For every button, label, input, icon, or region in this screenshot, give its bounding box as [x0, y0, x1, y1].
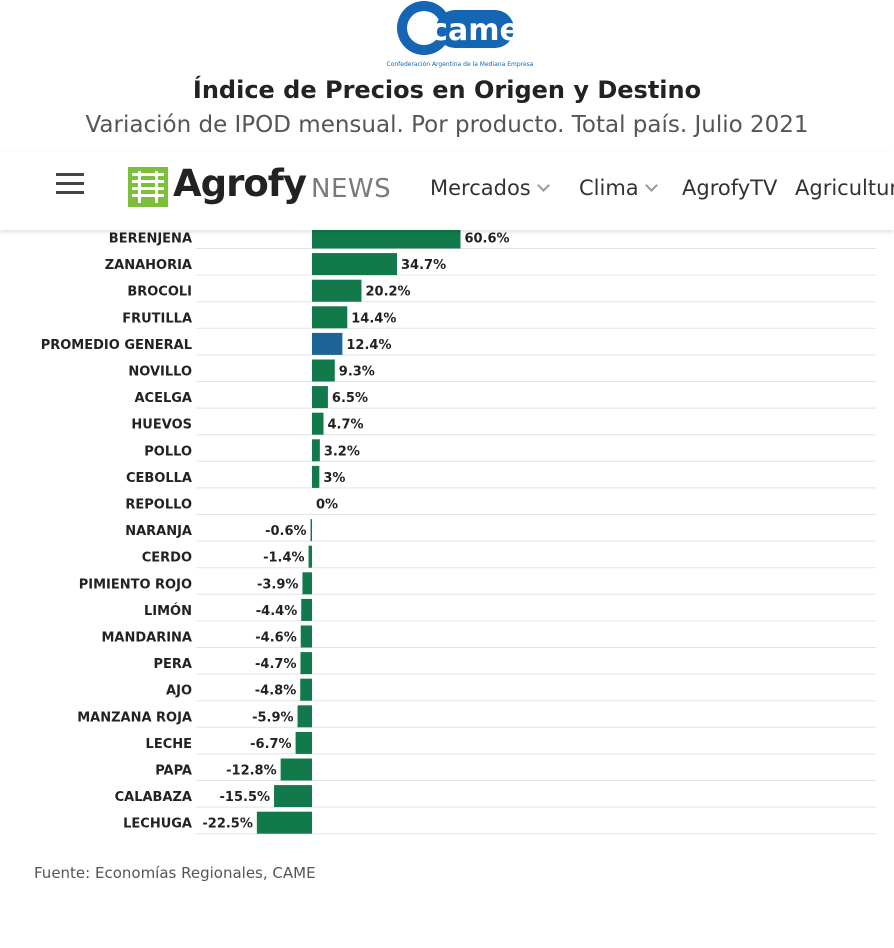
value-label: 20.2%: [365, 285, 410, 300]
brand-name[interactable]: Agrofy: [173, 162, 307, 205]
category-label: MANDARINA: [101, 631, 192, 646]
bar-pera: [300, 652, 312, 675]
ipod-bar-chart: BERENJENA 60.6% ZANAHORIA 34.7% BROCOLI 20.2%…: [41, 226, 876, 835]
value-label: 34.7%: [401, 258, 446, 273]
value-label: -5.9%: [252, 710, 293, 725]
page-title: Índice de Precios en Origen y Destino: [192, 76, 702, 104]
bar-limón: [301, 598, 312, 621]
bar-ajo: [300, 678, 312, 701]
category-label: CEBOLLA: [126, 471, 192, 486]
bar-pimiento-rojo: [302, 572, 312, 595]
bar-berenjena: [312, 226, 461, 249]
hamburger-menu-icon[interactable]: [56, 171, 86, 197]
bar-manzana-roja: [297, 705, 312, 728]
category-label: PIMIENTO ROJO: [79, 577, 192, 592]
category-label: NARANJA: [125, 524, 192, 539]
page-subtitle: Variación de IPOD mensual. Por producto.…: [85, 112, 809, 138]
value-label: -12.8%: [226, 764, 277, 779]
nav-item-label: Mercados: [430, 176, 531, 200]
bar-cebolla: [312, 465, 320, 488]
value-label: -4.8%: [255, 684, 296, 699]
nav-item-label: Clima: [579, 176, 639, 200]
bar-cerdo: [308, 545, 312, 568]
category-label: PROMEDIO GENERAL: [41, 338, 192, 353]
category-label: MANZANA ROJA: [77, 710, 192, 725]
value-label: 0%: [316, 498, 338, 513]
category-label: BROCOLI: [127, 285, 192, 300]
value-label: -1.4%: [263, 551, 304, 566]
category-label: LECHUGA: [123, 817, 192, 832]
value-label: 60.6%: [464, 232, 509, 247]
value-label: 14.4%: [351, 311, 396, 326]
nav-item-label: AgrofyTV: [682, 176, 778, 200]
nav-item-label: Agricultura: [795, 176, 894, 200]
value-label: -3.9%: [257, 577, 298, 592]
category-label: POLLO: [144, 444, 192, 459]
bar-mandarina: [300, 625, 312, 648]
category-label: LIMÓN: [144, 603, 192, 619]
category-label: NOVILLO: [128, 365, 192, 380]
bar-promedio-general: [312, 332, 343, 355]
logo-text: came: [430, 13, 520, 48]
category-label: FRUTILLA: [122, 311, 192, 326]
bar-naranja: [310, 519, 312, 542]
brand-news-label[interactable]: NEWS: [311, 174, 392, 204]
agrofy-navbar: Agrofy NEWS Mercados Clima AgrofyTV Agri…: [0, 152, 894, 230]
bar-lechuga: [256, 811, 312, 834]
bar-pollo: [312, 439, 320, 462]
bar-papa: [280, 758, 312, 781]
bar-leche: [295, 731, 312, 754]
category-label: PAPA: [155, 764, 192, 779]
value-label: -15.5%: [220, 790, 271, 805]
value-label: 12.4%: [346, 338, 391, 353]
category-label: CALABAZA: [115, 790, 192, 805]
nav-item-clima[interactable]: Clima: [579, 176, 658, 200]
category-label: AJO: [166, 684, 192, 699]
category-label: PERA: [154, 657, 192, 672]
value-label: 3%: [323, 471, 345, 486]
category-label: BERENJENA: [109, 232, 192, 247]
category-label: CERDO: [142, 551, 192, 566]
value-label: -4.6%: [255, 631, 296, 646]
value-label: 3.2%: [324, 444, 360, 459]
value-label: 4.7%: [328, 418, 364, 433]
chevron-down-icon: [644, 179, 658, 192]
logo-subtext: Confederación Argentina de la Mediana Em…: [387, 61, 534, 68]
category-label: LECHE: [146, 737, 192, 752]
value-label: 6.5%: [332, 391, 368, 406]
nav-item-agrofytv[interactable]: AgrofyTV: [682, 176, 777, 200]
source-note: Fuente: Economías Regionales, CAME: [34, 864, 316, 882]
value-label: -22.5%: [202, 817, 253, 832]
nav-item-mercados[interactable]: Mercados: [430, 176, 550, 200]
bar-huevos: [312, 412, 324, 435]
category-label: ACELGA: [135, 391, 193, 406]
came-logo: came Confederación Argentina de la Media…: [387, 1, 534, 68]
agrofy-leaf-icon[interactable]: [128, 167, 168, 207]
bar-brocoli: [312, 279, 362, 302]
bar-novillo: [312, 359, 335, 382]
bar-acelga: [312, 386, 328, 409]
chevron-down-icon: [536, 179, 550, 192]
bar-zanahoria: [312, 253, 398, 276]
value-label: -0.6%: [265, 524, 306, 539]
value-label: 9.3%: [339, 365, 375, 380]
category-label: REPOLLO: [125, 498, 192, 513]
category-label: ZANAHORIA: [105, 258, 192, 273]
value-label: -4.7%: [255, 657, 296, 672]
nav-item-agricultura[interactable]: Agricultura: [795, 176, 894, 200]
value-label: -6.7%: [250, 737, 291, 752]
category-label: HUEVOS: [131, 418, 192, 433]
bar-frutilla: [312, 306, 348, 329]
value-label: -4.4%: [256, 604, 297, 619]
bar-calabaza: [274, 785, 312, 808]
